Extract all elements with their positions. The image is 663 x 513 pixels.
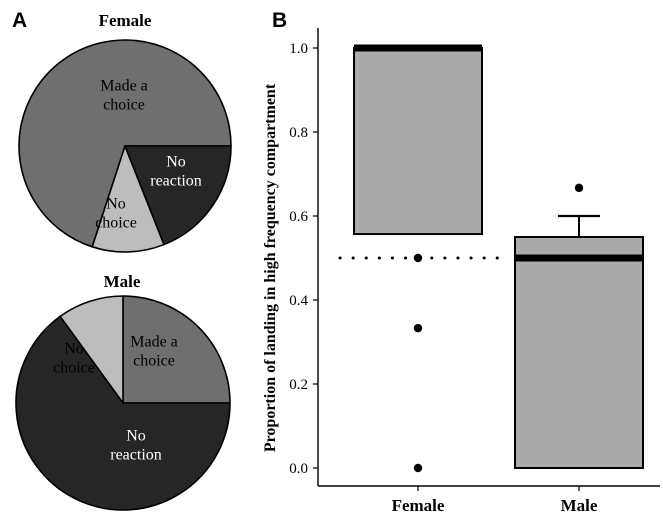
y-tick-label: 0.8	[289, 125, 308, 141]
male-slice-label-no-reaction: No reaction	[110, 428, 162, 464]
female-slice-no-choice	[91, 145, 165, 253]
landing-proportion-boxplot: Proportion of landing in high frequency …	[262, 28, 660, 513]
y-tick-label: 1.0	[289, 41, 308, 57]
female-outlier-point	[413, 323, 423, 333]
female-slice-made-a-choice	[18, 39, 232, 248]
female-slice-no-reaction	[124, 145, 232, 246]
male-box	[514, 236, 644, 469]
boxplot-axes: 0.0 0.2 0.4 0.6 0.8 1.0 Female Male	[289, 28, 660, 513]
panel-a-label: A	[12, 9, 27, 32]
y-tick-label: 0.4	[289, 293, 308, 309]
female-slice-label-no-choice: No choice	[95, 196, 137, 232]
male-slice-made-a-choice	[122, 295, 231, 404]
female-slice-label-made-a-choice: Made a choice	[100, 78, 148, 114]
y-tick-label: 0.2	[289, 377, 308, 393]
female-box	[353, 47, 483, 236]
panel-b-label: B	[272, 9, 287, 32]
male-slice-label-made-a-choice: Made a choice	[130, 334, 178, 370]
male-pie-chart: Male Made a choice No choice No reaction	[15, 272, 231, 511]
female-pie-slices: Made a choice No choice No reaction	[18, 39, 232, 253]
male-slice-label-no-choice: No choice	[53, 341, 95, 377]
y-tick-label: 0.0	[289, 461, 308, 477]
female-pie-title: Female	[99, 11, 152, 30]
male-pie-title: Male	[104, 272, 141, 291]
x-tick-label-female: Female	[392, 496, 445, 513]
male-outlier-point	[574, 183, 584, 193]
female-slice-label-no-reaction: No reaction	[150, 154, 202, 190]
female-outlier-point	[413, 463, 423, 473]
male-slice-no-reaction	[15, 315, 231, 511]
male-pie-slices: Made a choice No choice No reaction	[15, 295, 231, 511]
boxplot-marks	[338, 44, 644, 473]
y-tick-label: 0.6	[289, 209, 308, 225]
x-tick-label-male: Male	[561, 496, 598, 513]
female-pie-chart: Female Made a choice No choice No reaction	[18, 11, 232, 253]
female-outlier-point	[413, 253, 423, 263]
y-axis-title: Proportion of landing in high frequency …	[262, 83, 279, 452]
